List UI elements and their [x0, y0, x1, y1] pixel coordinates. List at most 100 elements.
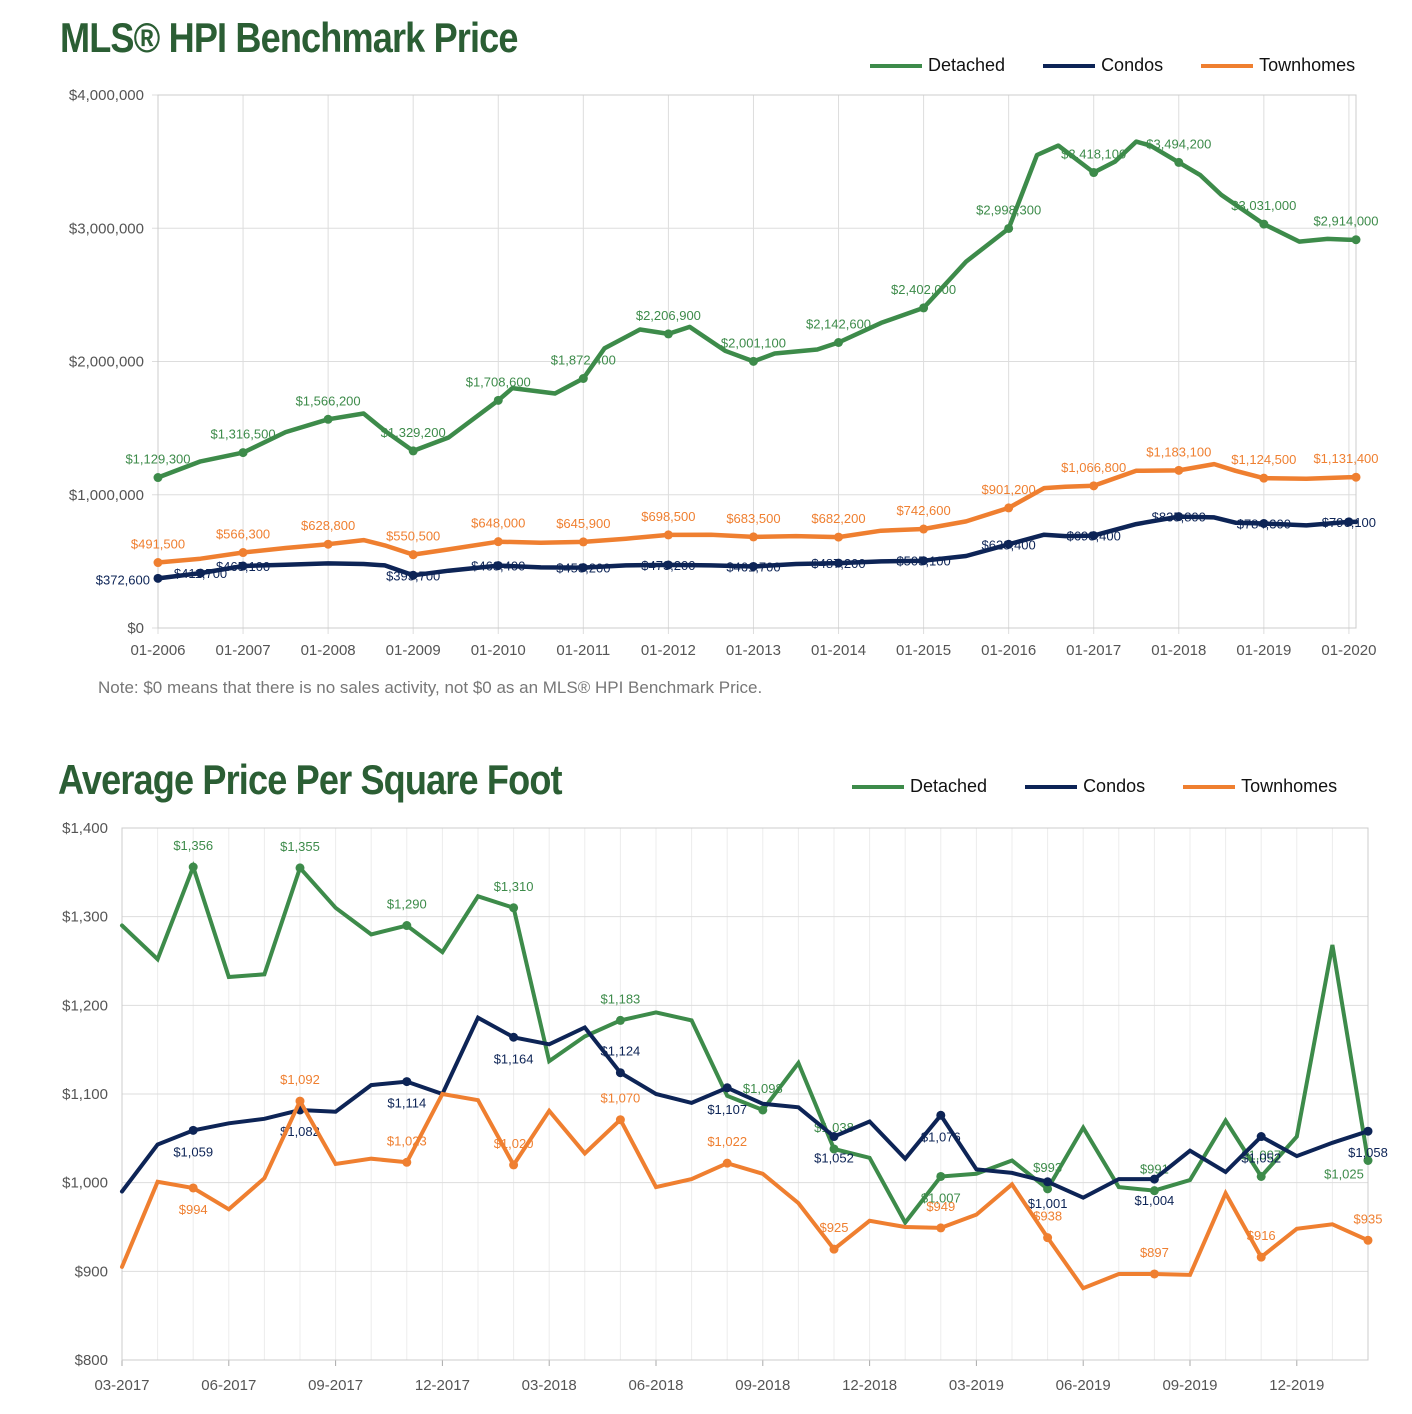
- data-label-detached: $2,402,000: [891, 282, 956, 297]
- x-tick-label: 01-2018: [1151, 642, 1206, 659]
- data-label-condos: $372,600: [96, 572, 150, 587]
- data-label-detached: $3,031,000: [1231, 198, 1296, 213]
- x-tick-label: 03-2019: [949, 1377, 1004, 1394]
- data-point-townhomes: [1043, 1233, 1053, 1243]
- data-label-detached: $1,310: [494, 879, 534, 894]
- data-label-townhomes: $1,066,800: [1061, 460, 1126, 475]
- data-label-condos: $1,001: [1028, 1196, 1068, 1211]
- data-point-condos: [1149, 1174, 1159, 1184]
- data-point-detached: [1363, 1156, 1373, 1165]
- x-tick-label: 01-2009: [386, 642, 441, 659]
- x-tick-label: 01-2013: [726, 642, 781, 659]
- data-label-townhomes: $916: [1247, 1228, 1276, 1243]
- data-label-detached: $1,098: [743, 1081, 783, 1096]
- x-tick-label: 01-2019: [1236, 642, 1291, 659]
- data-point-detached: [188, 862, 198, 872]
- data-label-townhomes: $682,200: [811, 511, 865, 526]
- x-tick-label: 01-2012: [641, 642, 696, 659]
- x-tick-label: 01-2011: [556, 642, 610, 659]
- x-tick-label: 01-2007: [216, 642, 271, 659]
- data-point-townhomes: [834, 532, 844, 542]
- x-tick-label: 06-2017: [201, 1377, 256, 1394]
- data-point-townhomes: [1089, 481, 1099, 491]
- legend-swatch-townhomes: [1183, 784, 1236, 789]
- legend-label-townhomes: Townhomes: [1241, 776, 1338, 796]
- data-label-townhomes: $938: [1033, 1209, 1062, 1224]
- data-label-townhomes: $897: [1140, 1245, 1169, 1260]
- x-tick-label: 06-2018: [628, 1377, 683, 1394]
- x-tick-label: 12-2019: [1269, 1377, 1324, 1394]
- data-point-detached: [578, 374, 588, 384]
- data-point-detached: [748, 356, 758, 366]
- data-point-townhomes: [1259, 473, 1269, 483]
- data-label-condos: $487,200: [811, 556, 865, 571]
- data-point-townhomes: [408, 550, 418, 560]
- data-label-townhomes: $550,500: [386, 529, 440, 544]
- data-label-detached: $1,007: [921, 1190, 961, 1205]
- data-label-townhomes: $901,200: [982, 482, 1036, 497]
- data-label-condos: $468,400: [471, 559, 525, 574]
- data-point-detached: [493, 395, 503, 405]
- data-label-detached: $2,001,100: [721, 335, 786, 350]
- data-point-townhomes: [722, 1158, 732, 1168]
- data-label-townhomes: $683,500: [726, 511, 780, 526]
- plot-frame: [157, 94, 1357, 629]
- series-line-condos: [155, 514, 1359, 581]
- data-label-detached: $1,316,500: [211, 427, 276, 442]
- legend-label-condos: Condos: [1101, 55, 1164, 75]
- y-tick-label: $3,000,000: [69, 220, 144, 237]
- data-label-townhomes: $1,183,100: [1146, 444, 1211, 459]
- data-point-condos: [1004, 539, 1014, 549]
- data-label-detached: $2,206,900: [636, 308, 701, 323]
- data-point-townhomes: [936, 1223, 946, 1233]
- data-point-detached: [295, 863, 305, 873]
- data-point-detached: [834, 337, 844, 347]
- legend-item-townhomes: Townhomes: [1201, 55, 1355, 76]
- data-label-detached: $1,290: [387, 897, 427, 912]
- data-label-townhomes: $1,022: [707, 1134, 747, 1149]
- data-point-condos: [402, 1077, 412, 1087]
- data-label-detached: $1,566,200: [296, 393, 361, 408]
- data-point-townhomes: [615, 1115, 625, 1125]
- x-tick-label: 09-2018: [735, 1377, 790, 1394]
- data-label-townhomes: $698,500: [641, 509, 695, 524]
- legend-swatch-detached: [870, 63, 922, 68]
- data-point-condos: [1089, 531, 1099, 541]
- data-label-detached: $993: [1033, 1160, 1062, 1175]
- x-tick-label: 09-2017: [308, 1377, 363, 1394]
- y-tick-label: $2,000,000: [69, 354, 144, 371]
- data-label-detached: $1,129,300: [125, 452, 190, 467]
- y-tick-label: $1,400: [62, 820, 108, 837]
- data-label-townhomes: $742,600: [896, 503, 950, 518]
- data-label-detached: $1,356: [173, 838, 213, 853]
- x-tick-label: 09-2019: [1162, 1377, 1217, 1394]
- data-point-condos: [188, 1125, 198, 1135]
- x-tick-label: 03-2018: [522, 1377, 577, 1394]
- data-point-detached: [919, 303, 929, 313]
- data-point-detached: [1256, 1171, 1266, 1181]
- data-label-condos: $453,200: [556, 561, 610, 576]
- legend-swatch-detached: [852, 784, 904, 789]
- data-point-detached: [153, 473, 163, 483]
- data-label-condos: $796,100: [1322, 515, 1376, 530]
- data-point-detached: [402, 921, 412, 931]
- data-label-condos: $473,200: [641, 558, 695, 573]
- data-label-townhomes: $1,020: [494, 1136, 534, 1151]
- series-line-condos: [120, 1014, 1370, 1200]
- data-point-detached: [1089, 168, 1099, 178]
- data-label-condos: $411,700: [174, 566, 227, 581]
- legend-label-detached: Detached: [928, 55, 1006, 75]
- data-point-condos: [834, 558, 844, 568]
- data-point-townhomes: [1149, 1269, 1159, 1279]
- data-point-condos: [1259, 518, 1269, 528]
- data-label-detached: $1,708,600: [466, 374, 531, 389]
- data-label-condos: $1,052: [1241, 1151, 1281, 1166]
- data-point-condos: [408, 570, 418, 580]
- x-tick-label: 12-2018: [842, 1377, 897, 1394]
- data-point-condos: [748, 561, 758, 571]
- data-label-condos: $1,004: [1135, 1193, 1175, 1208]
- data-point-condos: [578, 563, 588, 573]
- x-tick-label: 01-2006: [130, 642, 185, 659]
- x-tick-label: 06-2019: [1056, 1377, 1111, 1394]
- data-label-detached: $3,494,200: [1146, 136, 1211, 151]
